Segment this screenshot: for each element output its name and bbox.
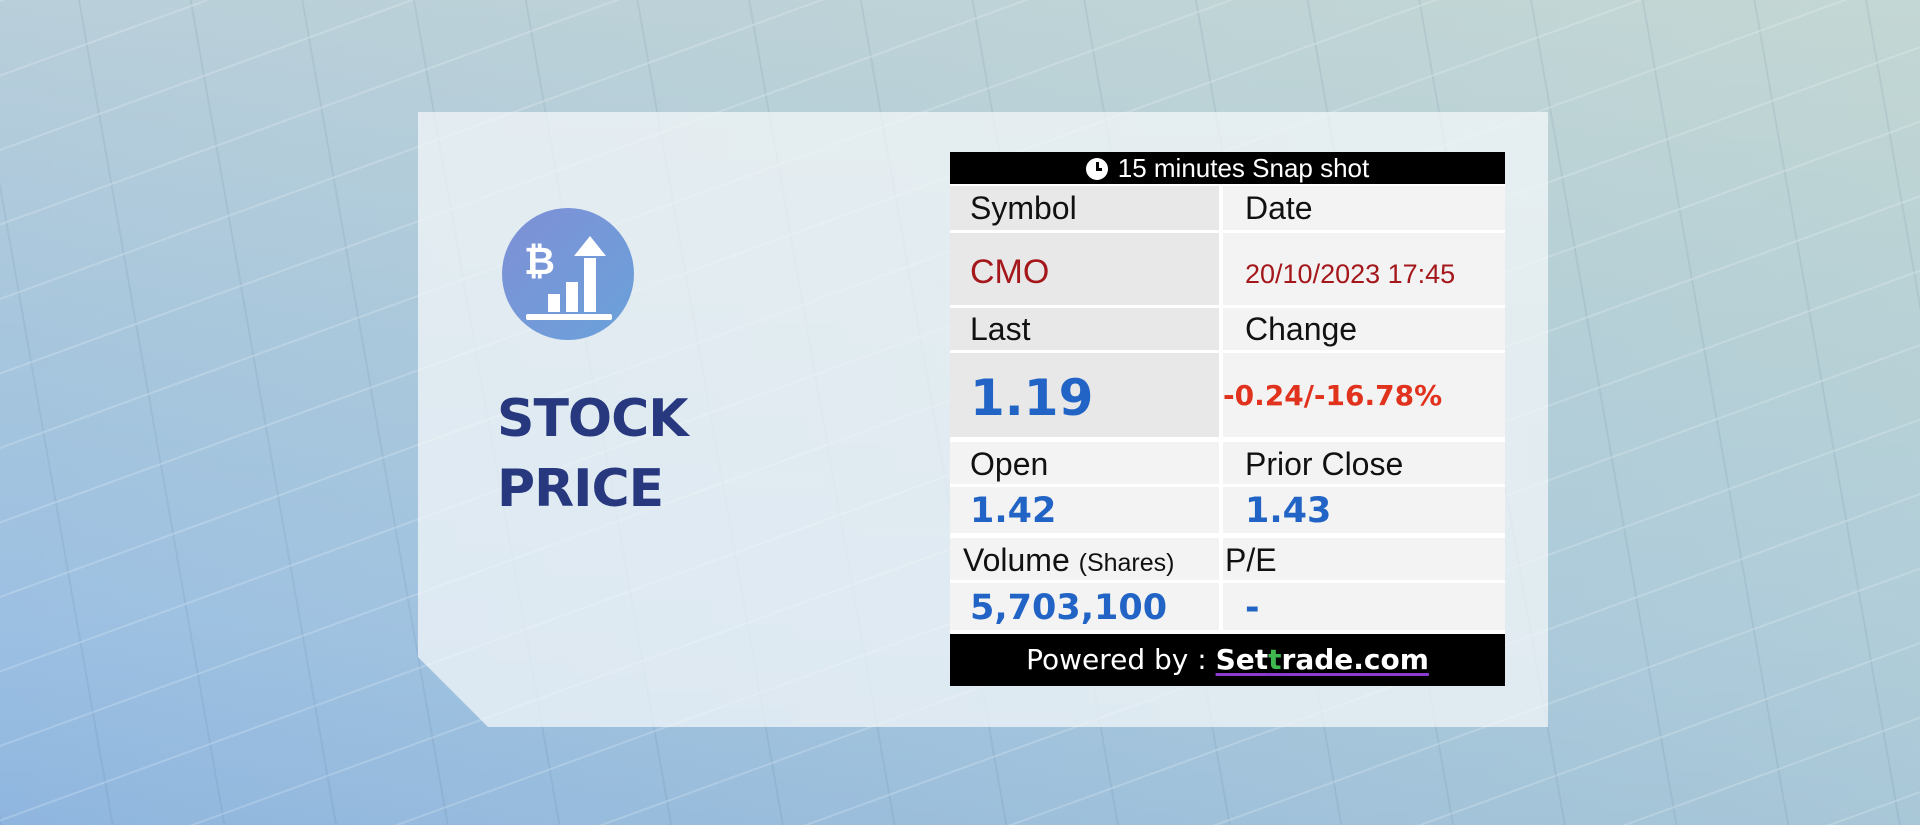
pe-label: P/E (1225, 542, 1277, 578)
pe-value: - (1245, 588, 1260, 628)
page-title: STOCK PRICE (497, 384, 689, 524)
powered-by-text: Powered by : (1026, 643, 1207, 676)
widget-footer: Powered by : Settrade.com (950, 634, 1505, 686)
brand-part-3: rade.com (1281, 643, 1429, 676)
last-value-cell: 1.19 (950, 353, 1219, 437)
clock-icon (1085, 158, 1108, 180)
open-value-cell: 1.42 (950, 487, 1219, 533)
prior-close-value: 1.43 (1245, 491, 1332, 531)
volume-value: 5,703,100 (970, 588, 1168, 628)
open-value: 1.42 (970, 491, 1057, 531)
stock-logo-icon: ₿ (502, 208, 634, 340)
symbol-label-cell: Symbol (950, 186, 1219, 230)
last-label: Last (970, 311, 1031, 347)
widget-header: 15 minutes Snap shot (950, 152, 1505, 184)
volume-label-cell: Volume (Shares) (950, 538, 1219, 580)
open-label-cell: Open (950, 442, 1219, 484)
change-label-cell: Change (1223, 308, 1505, 350)
widget-header-text: 15 minutes Snap shot (1117, 153, 1370, 183)
last-value: 1.19 (970, 369, 1094, 427)
brand-part-2: t (1268, 643, 1282, 676)
symbol-value-cell: CMO (950, 233, 1219, 305)
date-value-cell: 20/10/2023 17:45 (1223, 233, 1505, 305)
brand-part-1: Set (1215, 643, 1269, 676)
page-title-line1: STOCK (497, 389, 689, 449)
volume-value-cell: 5,703,100 (950, 583, 1219, 630)
change-label: Change (1245, 311, 1358, 347)
symbol-value: CMO (970, 253, 1050, 291)
prior-close-label: Prior Close (1245, 446, 1404, 482)
date-label: Date (1245, 190, 1313, 226)
last-label-cell: Last (950, 308, 1219, 350)
open-label: Open (970, 446, 1049, 482)
change-value-cell: -0.24/-16.78% (1223, 353, 1505, 437)
volume-unit: (Shares) (1078, 549, 1175, 577)
volume-label: Volume (Shares) (963, 544, 1175, 576)
pe-value-cell: - (1223, 583, 1505, 630)
symbol-label: Symbol (970, 190, 1077, 226)
prior-close-value-cell: 1.43 (1223, 487, 1505, 533)
page-title-line2: PRICE (497, 459, 664, 519)
svg-text:₿: ₿ (524, 239, 555, 283)
volume-label-text: Volume (963, 542, 1070, 578)
stock-quote-widget: 15 minutes Snap shot Symbol Date CMO 20/… (950, 152, 1505, 686)
change-value: -0.24/-16.78% (1223, 379, 1443, 412)
settrade-link[interactable]: Settrade.com (1216, 643, 1429, 676)
prior-close-label-cell: Prior Close (1223, 442, 1505, 484)
date-label-cell: Date (1223, 186, 1505, 230)
pe-label-cell: P/E (1223, 538, 1505, 580)
date-value: 20/10/2023 17:45 (1245, 259, 1456, 289)
